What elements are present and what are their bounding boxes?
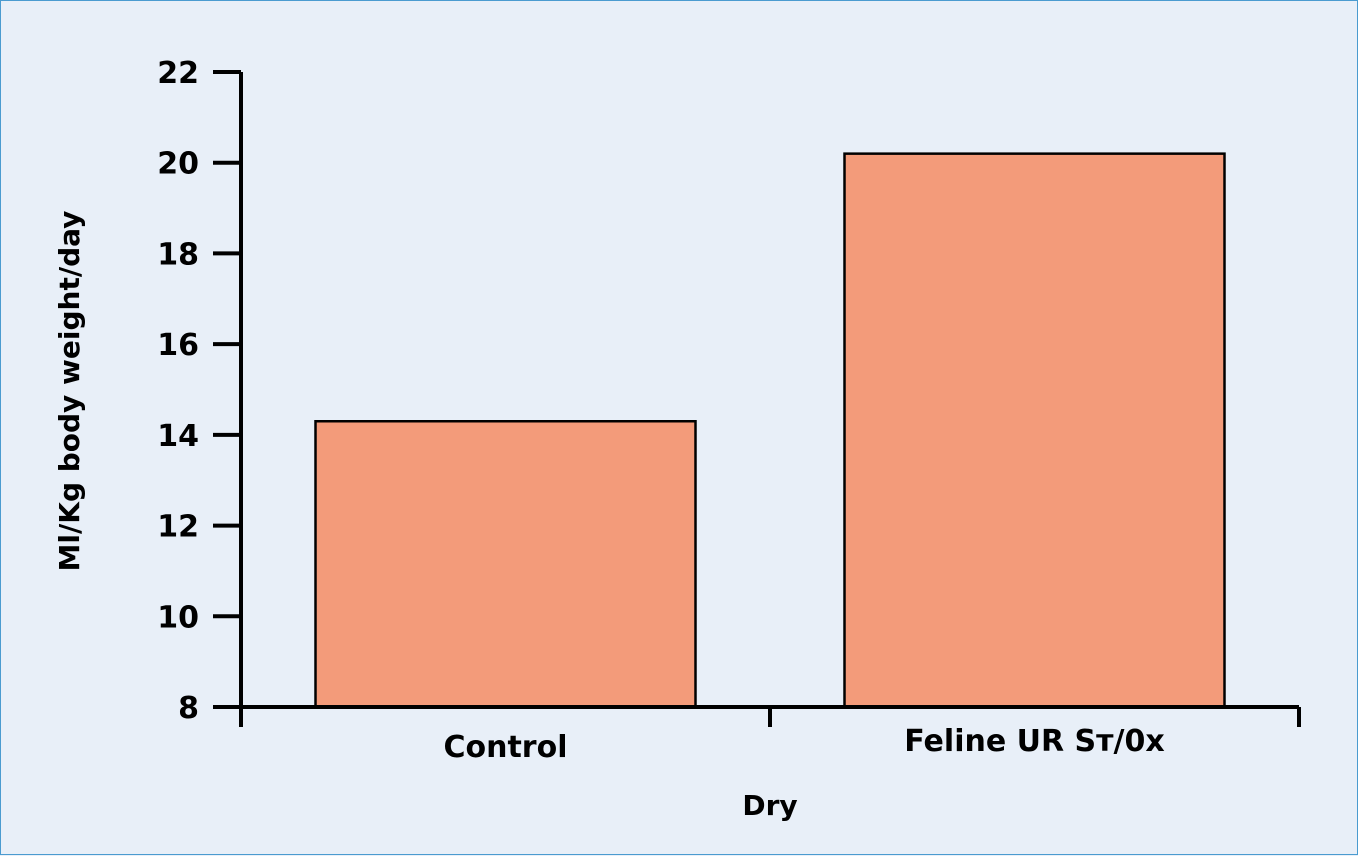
- y-tick-label: 12: [157, 510, 199, 545]
- category-label: Feline UR Sт/0x: [904, 724, 1164, 759]
- y-tick-label: 8: [178, 691, 199, 726]
- x-axis-title: Dry: [742, 789, 797, 822]
- y-tick-label: 16: [157, 328, 199, 363]
- x-ticks: [239, 707, 1301, 727]
- y-tick-label: 14: [157, 419, 199, 454]
- category-labels: Control Feline UR Sт/0x: [443, 724, 1164, 765]
- y-tick-label: 18: [157, 237, 199, 272]
- category-label: Control: [443, 730, 567, 765]
- y-tick-label: 22: [157, 56, 199, 91]
- bar-0: [314, 420, 697, 709]
- y-tick-label: 20: [157, 147, 199, 182]
- bar-1: [843, 152, 1226, 709]
- y-axis-title: Ml/Kg body weight/day: [53, 211, 86, 572]
- y-ticks: 8 10 12 14 16 18 20 22: [157, 56, 241, 726]
- y-tick-label: 10: [157, 600, 199, 635]
- bars-layer: [314, 152, 1226, 709]
